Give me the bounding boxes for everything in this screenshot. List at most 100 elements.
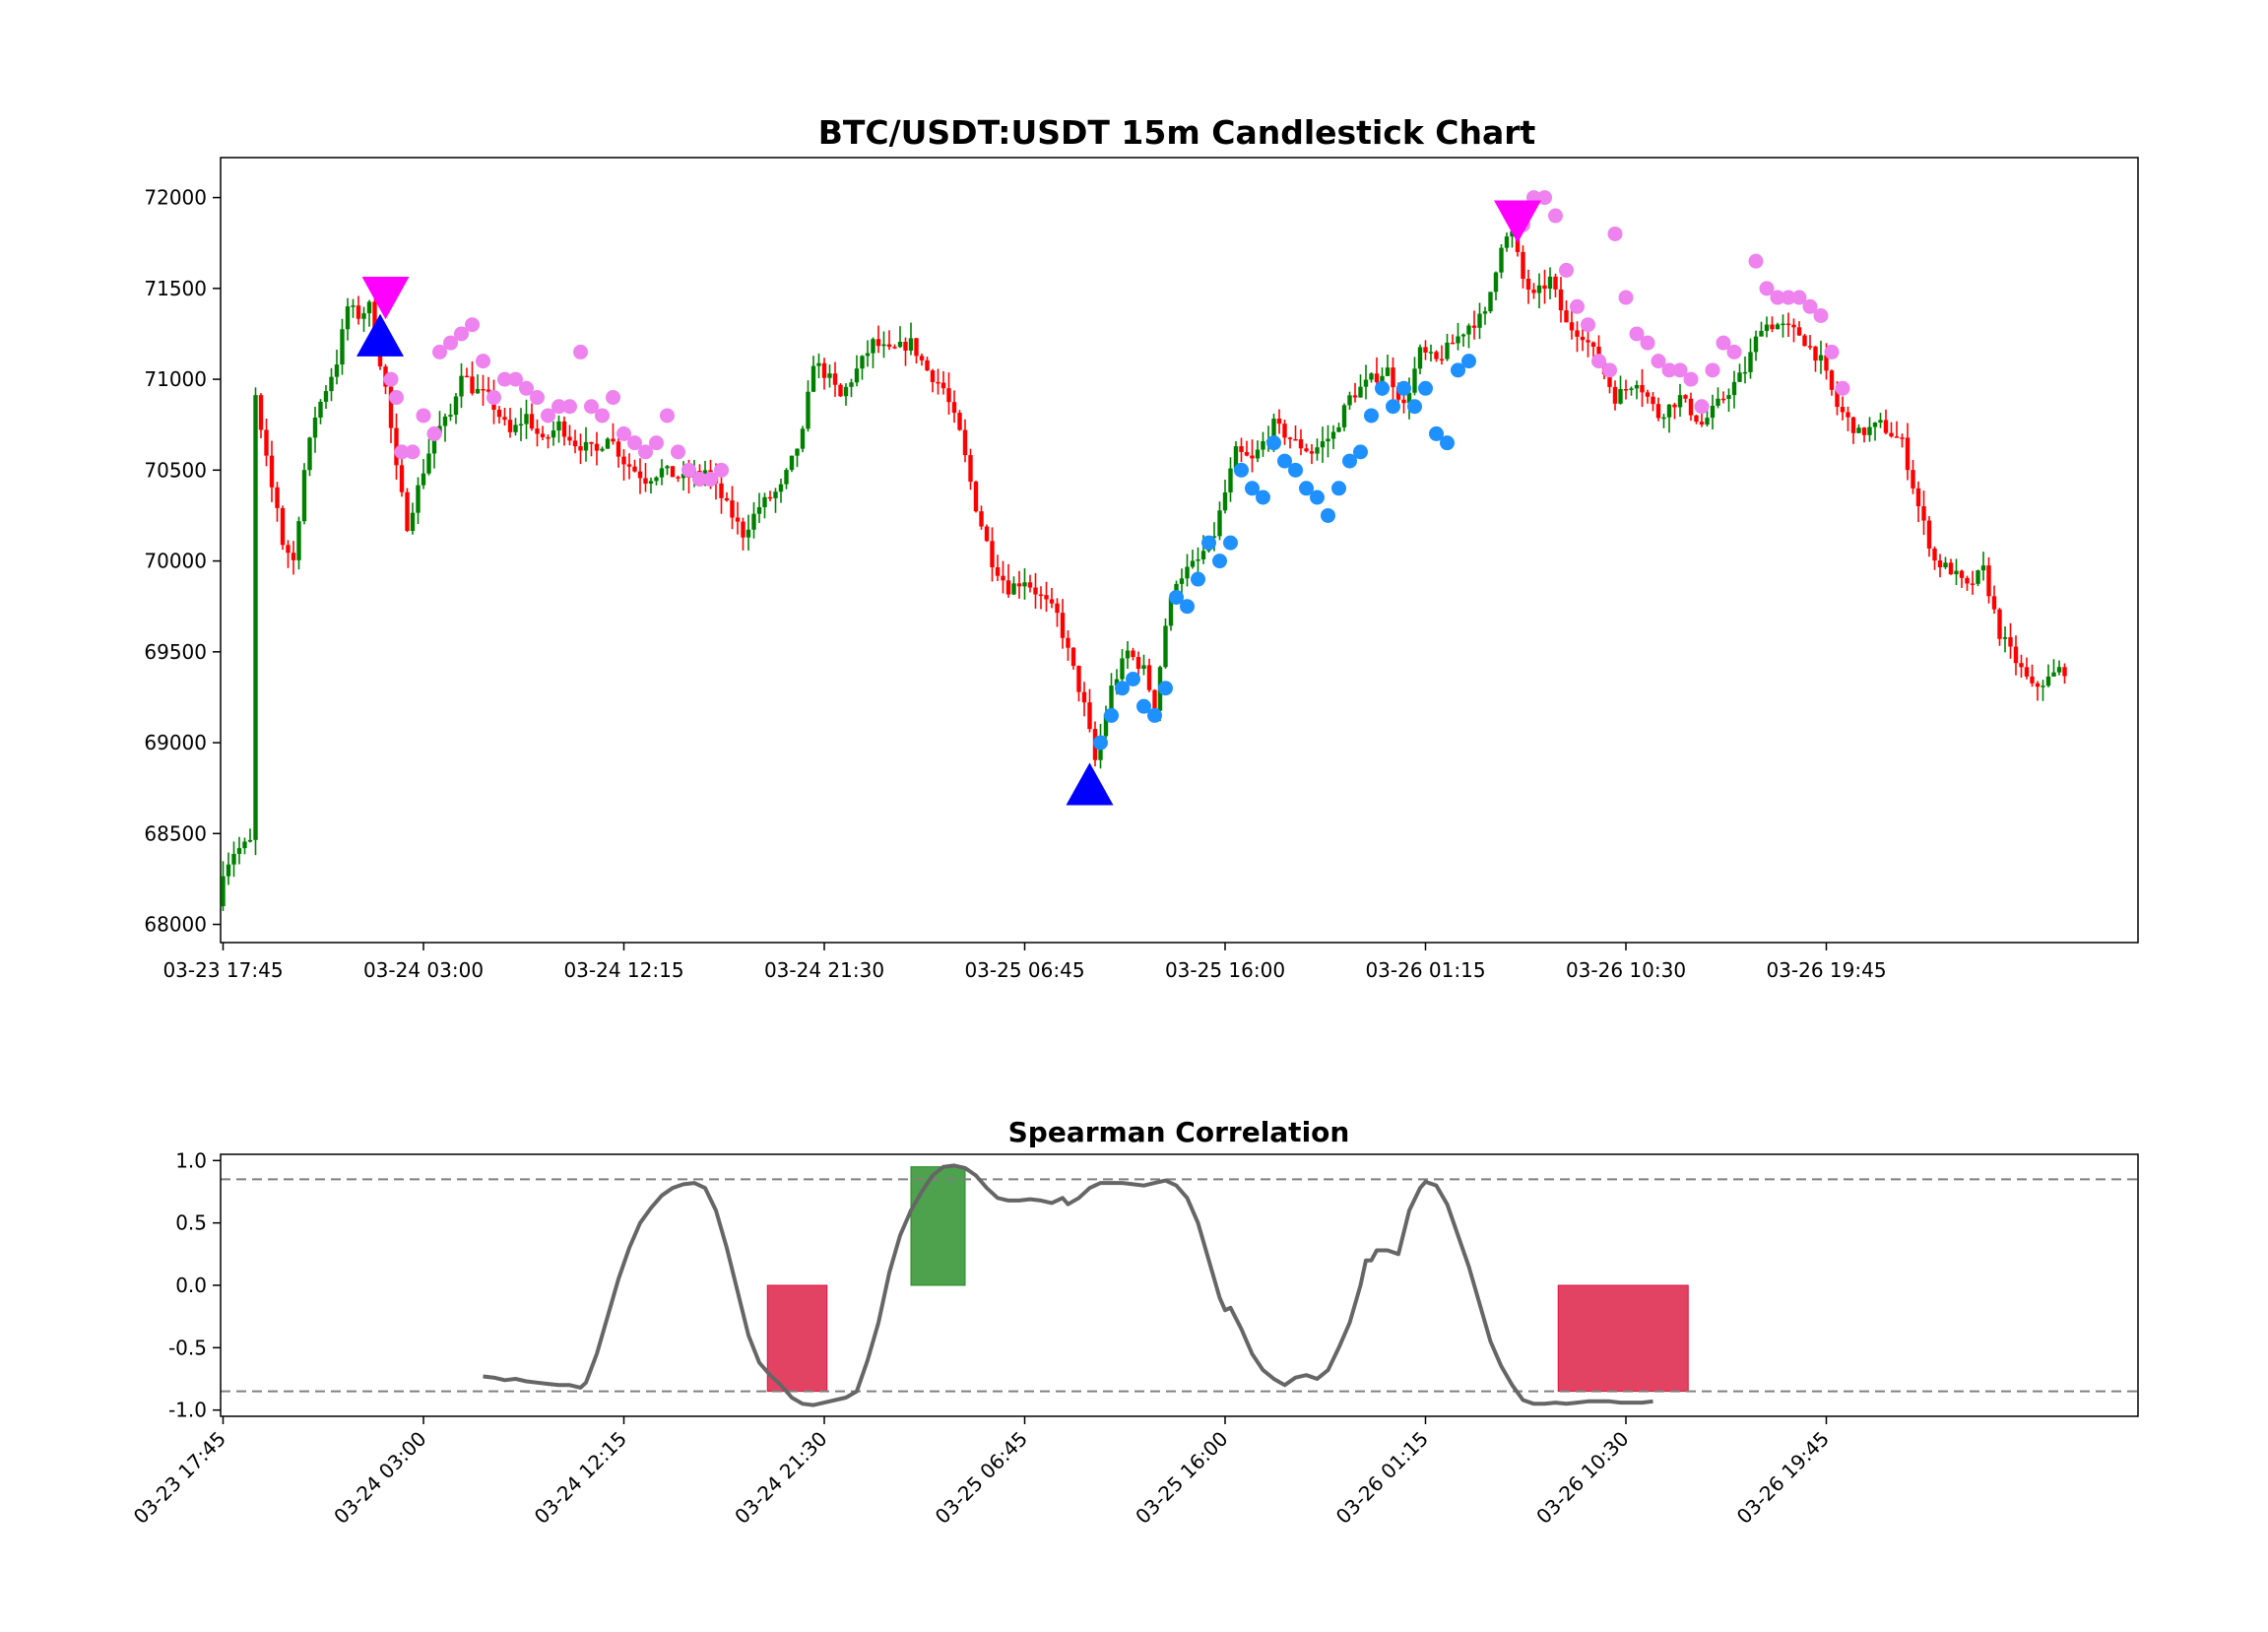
candle-body — [1001, 575, 1005, 581]
candle-body — [1716, 398, 1720, 406]
candle-body — [1499, 247, 1504, 273]
high-signal-dot — [1716, 335, 1731, 351]
high-signal-dot — [1570, 298, 1585, 314]
candle-body — [481, 388, 486, 391]
candle-body — [914, 338, 919, 357]
candle-body — [979, 511, 984, 527]
candle-body — [1720, 398, 1726, 401]
candle-body — [1785, 323, 1791, 326]
candle-body — [611, 438, 616, 442]
candle-body — [1894, 436, 1900, 438]
candle-body — [1753, 336, 1759, 353]
candle-body — [280, 507, 286, 546]
candle-body — [583, 441, 589, 451]
high-signal-dot — [1651, 354, 1666, 369]
candle-body — [1818, 355, 1824, 361]
candle-body — [1309, 451, 1315, 454]
candle-body — [1824, 355, 1829, 371]
candle-body — [226, 864, 231, 877]
candle-body — [1293, 438, 1298, 441]
candle-body — [1326, 438, 1330, 442]
candle-body — [1363, 379, 1369, 387]
low-signal-dot — [1364, 408, 1379, 424]
candle-body — [464, 375, 470, 378]
candle-body — [1883, 420, 1889, 433]
candle-body — [1813, 346, 1818, 361]
y-tick-label: 69500 — [144, 640, 207, 664]
candle-body — [621, 456, 626, 465]
candle-body — [448, 415, 453, 417]
candle-body — [253, 395, 258, 840]
x-tick-label: 03-25 16:00 — [1131, 1427, 1232, 1529]
candle-body — [236, 848, 242, 854]
high-signal-dot — [541, 408, 555, 424]
x-tick-label: 03-24 12:15 — [530, 1427, 631, 1529]
candle-body — [1315, 447, 1320, 454]
candle-body — [778, 484, 784, 492]
candle-body — [892, 347, 897, 349]
candle-body — [854, 368, 860, 383]
candle-body — [719, 483, 724, 498]
candle-body — [340, 329, 345, 365]
x-tick-label: 03-24 03:00 — [363, 958, 484, 982]
low-signal-dot — [1245, 481, 1260, 496]
low-signal-dot — [1310, 490, 1325, 505]
candle-body — [632, 466, 637, 472]
candle-body — [919, 356, 925, 360]
candle-body — [1991, 596, 1997, 610]
candle-body — [1694, 415, 1699, 423]
spearman-threshold-lines — [221, 1178, 2138, 1393]
candle-body — [1802, 335, 1807, 347]
candle-body — [1911, 470, 1915, 489]
candle-body — [1542, 285, 1547, 290]
candle-body — [654, 477, 659, 482]
high-signal-dot — [627, 435, 642, 451]
candle-body — [1038, 594, 1044, 597]
candle-body — [1330, 431, 1336, 439]
candle-body — [2041, 685, 2045, 687]
candle-body — [1445, 342, 1450, 359]
candle-body — [1623, 389, 1629, 391]
candle-body — [345, 306, 351, 330]
candle-body — [1547, 276, 1553, 290]
candle-body — [1629, 388, 1634, 390]
candle-body — [1152, 689, 1157, 711]
high-signal-dot — [1802, 298, 1818, 314]
candle-body — [1607, 374, 1612, 387]
x-tick-label: 03-24 03:00 — [329, 1427, 430, 1529]
candle-body — [1504, 236, 1510, 248]
candle-body — [1764, 324, 1770, 332]
candle-body — [496, 410, 502, 418]
candle-body — [1937, 560, 1943, 567]
high-signal-dot — [383, 371, 399, 387]
candle-body — [1980, 565, 1986, 571]
candlestick-panel: BTC/USDT:USDT 15m Candlestick Chart 6800… — [144, 113, 2139, 982]
low-signal-dot — [1093, 735, 1108, 751]
candle-body — [1672, 404, 1677, 408]
x-tick-label: 03-26 01:15 — [1331, 1427, 1433, 1529]
candle-body — [1033, 587, 1038, 595]
candle-body — [1060, 613, 1066, 638]
x-tick-label: 03-26 10:30 — [1531, 1427, 1633, 1529]
candle-body — [1846, 412, 1850, 418]
candle-body — [1536, 285, 1542, 294]
candle-body — [1531, 290, 1536, 294]
high-signal-dot — [465, 317, 480, 333]
candle-body — [756, 506, 762, 514]
y-tick-label: 0.0 — [175, 1273, 207, 1297]
candle-body — [2062, 667, 2067, 677]
high-signal-dot — [595, 408, 610, 424]
candle-body — [800, 428, 806, 449]
spearman-bars — [766, 1166, 1689, 1393]
candle-body — [1460, 334, 1466, 337]
high-signal-dot — [1618, 290, 1634, 305]
high-signal-dot — [1559, 262, 1574, 278]
candle-body — [827, 373, 832, 378]
low-signal-dot — [1321, 507, 1335, 523]
candle-body — [1005, 580, 1011, 595]
candle-body — [1612, 386, 1618, 404]
candle-body — [486, 389, 491, 392]
candle-body — [1959, 570, 1965, 578]
candle-body — [264, 429, 269, 456]
